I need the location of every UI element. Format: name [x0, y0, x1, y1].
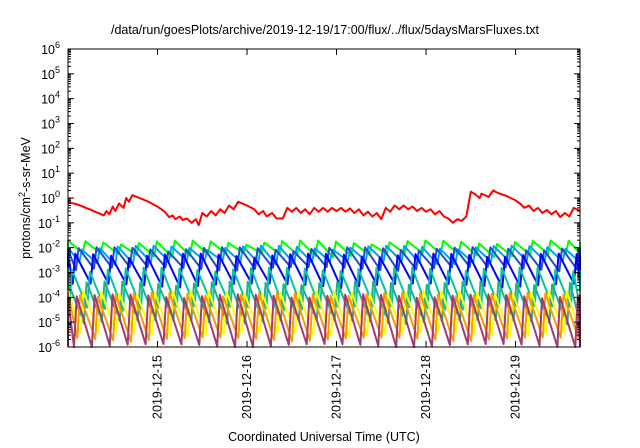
series-line [67, 252, 581, 289]
y-axis: 10-6 10-5 10-4 10-3 10-2 10-1 100 101 102 103 104 1… [38, 40, 580, 355]
y-tick-label: 10-5 [38, 313, 60, 330]
y-tick-label: 101 [41, 164, 60, 181]
x-axis-label: Coordinated Universal Time (UTC) [228, 430, 420, 444]
y-tick-label: 100 [41, 189, 60, 206]
y-tick-label: 10-2 [38, 239, 60, 256]
series-line [67, 291, 581, 343]
y-tick-label: 102 [41, 139, 60, 156]
y-tick-label: 106 [41, 40, 60, 57]
y-axis-label-main: protons/cm [19, 197, 33, 259]
series-layer [67, 189, 581, 348]
series-line [67, 189, 581, 227]
x-tick-label: 2019-12-17 [330, 355, 344, 419]
chart-title: /data/run/goesPlots/archive/2019-12-19/1… [111, 23, 540, 37]
y-axis-label-sup: 2 [17, 192, 27, 197]
plot-frame [67, 48, 581, 348]
y-tick-label: 105 [41, 65, 60, 82]
y-axis-label: protons/cm2-s-sr-MeV [17, 136, 33, 258]
y-tick-label: 10-4 [38, 288, 60, 305]
y-tick-label: 104 [41, 90, 60, 107]
y-tick-label: 10-6 [38, 338, 60, 355]
y-axis-label-rest: -s-sr-MeV [19, 136, 33, 192]
x-tick-label: 2019-12-19 [509, 355, 523, 419]
x-tick-label: 2019-12-18 [419, 355, 433, 419]
series-line [67, 293, 581, 348]
x-tick-label: 2019-12-15 [151, 355, 165, 419]
x-tick-label: 2019-12-16 [240, 355, 254, 419]
x-axis: 2019-12-15 2019-12-16 2019-12-17 2019-12-18… [67, 49, 523, 419]
y-tick-label: 10-3 [38, 264, 60, 281]
y-tick-label: 103 [41, 115, 60, 132]
y-tick-label: 10-1 [38, 214, 60, 231]
